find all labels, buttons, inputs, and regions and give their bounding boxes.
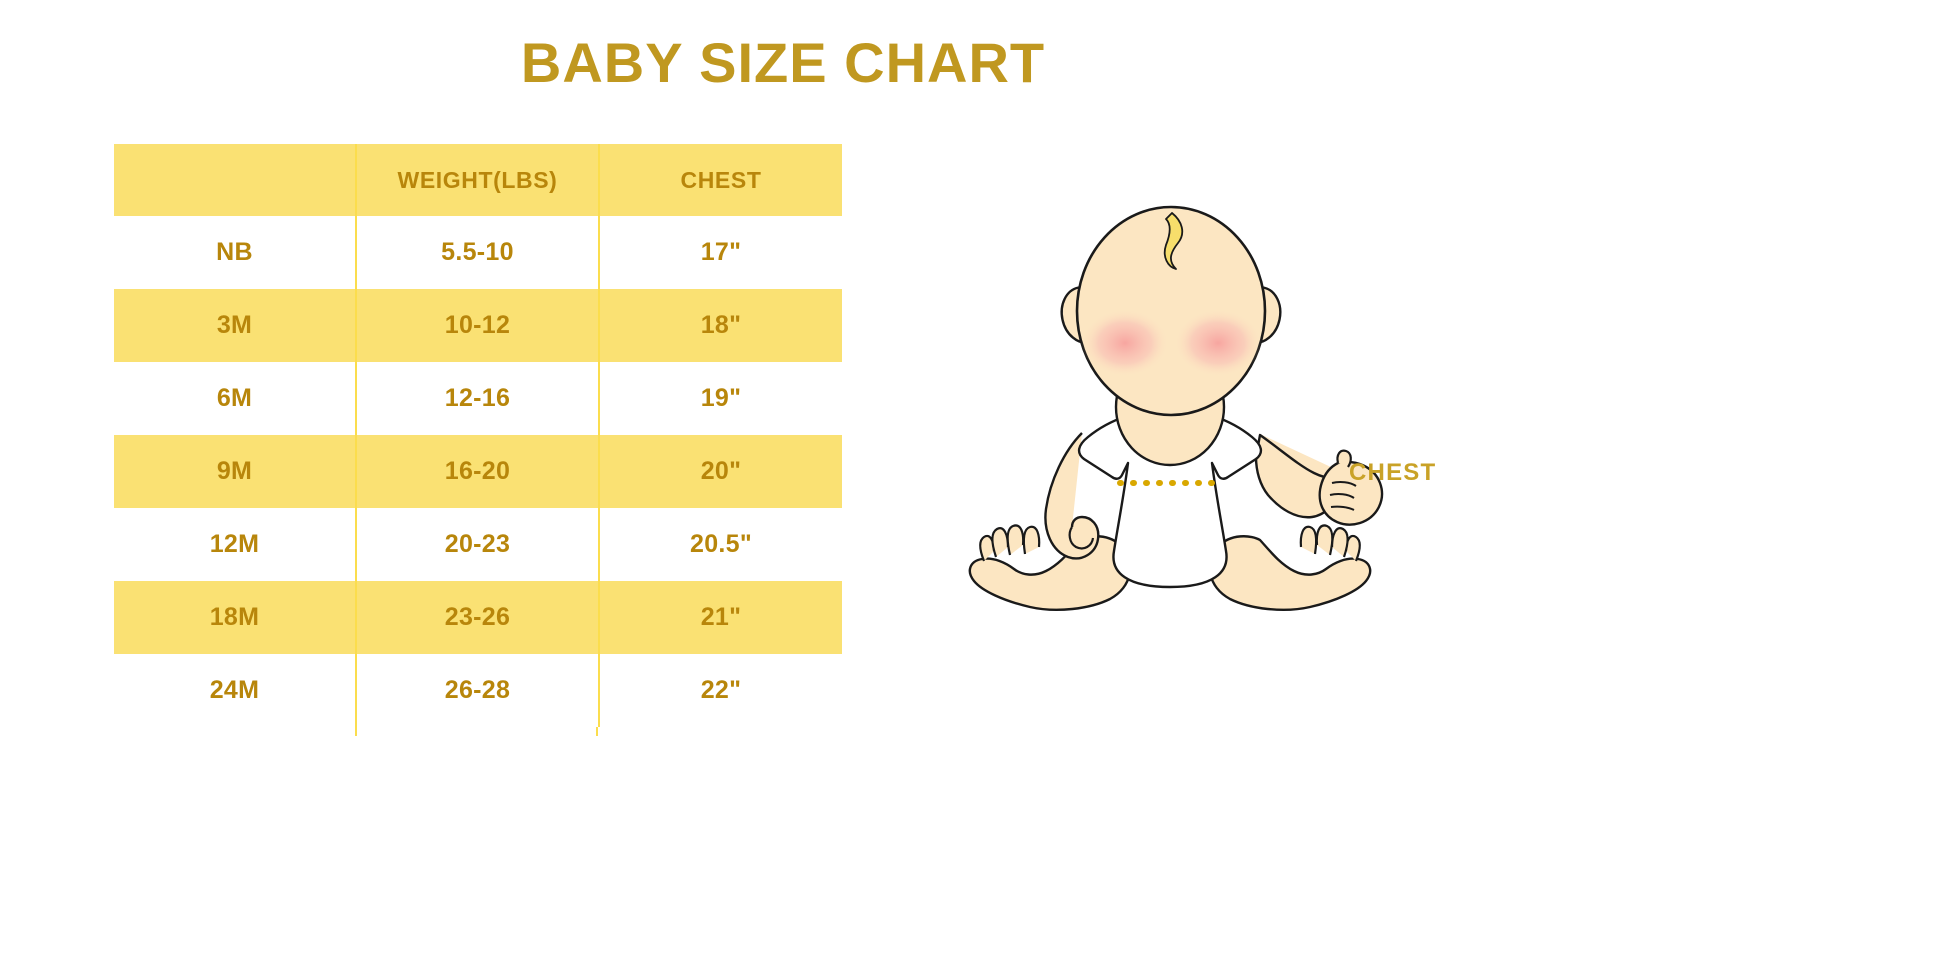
table-row: 24M 26-28 22" <box>114 654 842 727</box>
cell-size: 9M <box>216 457 253 485</box>
table-row: 18M 23-26 21" <box>114 581 842 654</box>
cell-chest: 20.5" <box>598 508 842 581</box>
table-header-row: WEIGHT(LBS) CHEST <box>114 144 842 216</box>
table-row: 12M 20-23 20.5" <box>114 508 842 581</box>
column-header-size <box>114 144 356 216</box>
column-header-weight: WEIGHT(LBS) <box>355 144 599 216</box>
cell-chest: 17" <box>598 216 842 289</box>
cell-weight: 5.5-10 <box>355 216 599 289</box>
cell-size: 24M <box>209 676 260 704</box>
cell-size: 12M <box>209 530 260 558</box>
cell-weight: 23-26 <box>355 581 599 654</box>
baby-left-cheek <box>1081 309 1169 377</box>
cell-weight: 16-20 <box>355 435 599 508</box>
cell-size: NB <box>216 238 253 266</box>
cell-size: 18M <box>209 603 260 631</box>
cell-chest: 18" <box>598 289 842 362</box>
baby-right-cheek <box>1174 309 1262 377</box>
cell-size: 6M <box>216 384 253 412</box>
baby-onesie <box>1077 407 1263 589</box>
baby-right-arm <box>1254 433 1384 526</box>
cell-chest: 21" <box>598 581 842 654</box>
page-title-text: BABY SIZE CHART <box>520 31 1046 94</box>
table-row: 3M 10-12 18" <box>114 289 842 362</box>
baby-hair-curl <box>1163 212 1184 270</box>
baby-left-arm <box>1044 432 1100 560</box>
cell-size: 3M <box>216 311 253 339</box>
chest-measure-label: CHEST <box>1349 459 1437 486</box>
cell-chest: 22" <box>598 654 842 727</box>
cell-chest: 20" <box>598 435 842 508</box>
cell-weight: 10-12 <box>355 289 599 362</box>
table-row: NB 5.5-10 17" <box>114 216 842 289</box>
baby-illustration <box>960 195 1440 665</box>
table-row: 9M 16-20 20" <box>114 435 842 508</box>
cell-weight: 20-23 <box>355 508 599 581</box>
cell-chest: 19" <box>598 362 842 435</box>
cell-weight: 12-16 <box>355 362 599 435</box>
table-row: 6M 12-16 19" <box>114 362 842 435</box>
size-chart-table: WEIGHT(LBS) CHEST NB 5.5-10 17" 3M 10-12… <box>114 144 842 727</box>
column-header-chest: CHEST <box>598 144 842 216</box>
cell-weight: 26-28 <box>355 654 599 727</box>
baby-right-leg <box>1208 524 1372 612</box>
page-title: BABY SIZE CHART <box>0 32 1946 94</box>
